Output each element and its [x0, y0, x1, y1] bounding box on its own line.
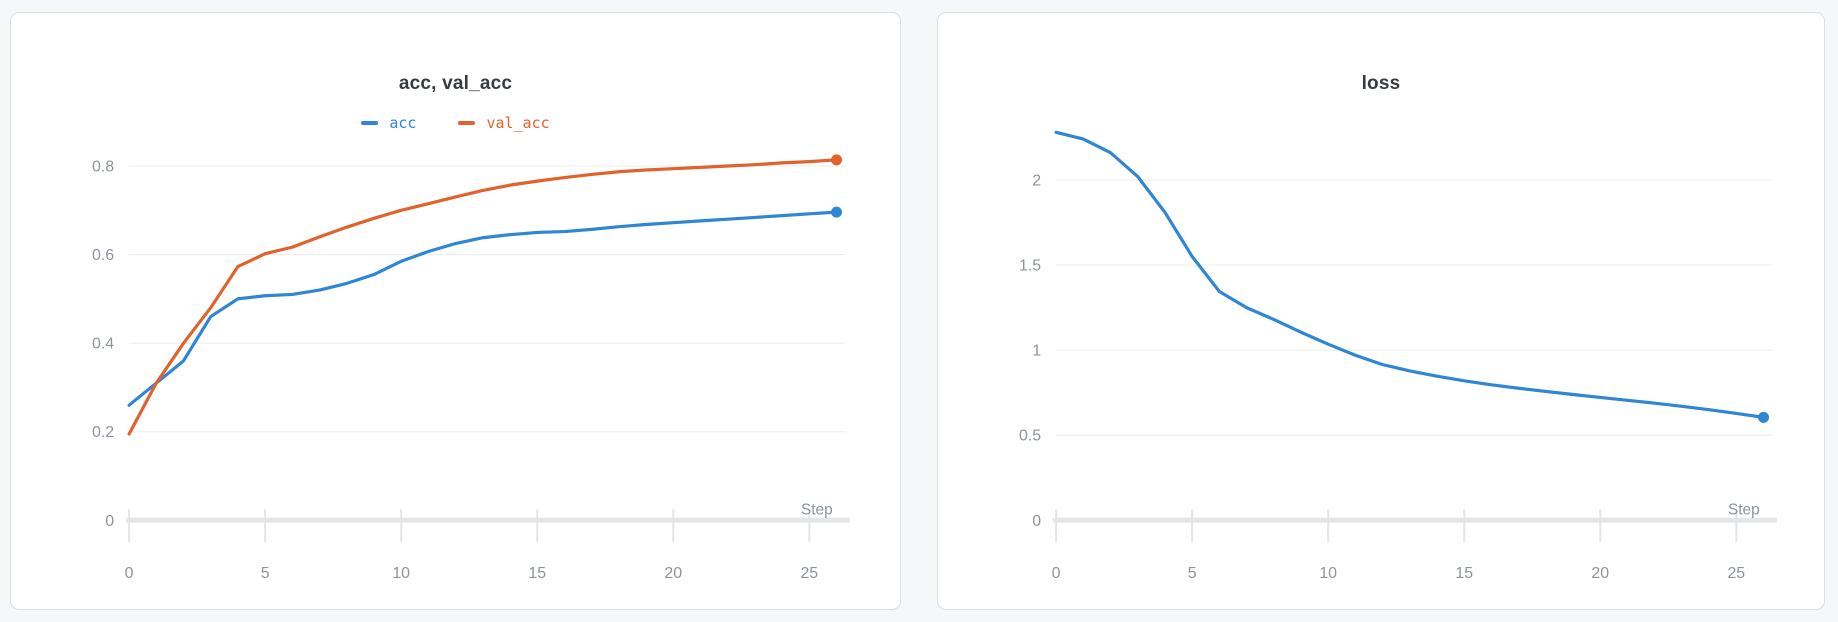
- svg-text:5: 5: [261, 565, 270, 582]
- panel-acc-val-acc[interactable]: 0 0.2 0.4 0.6 0.8 0 5 10 15 20 25 Step acc, val_acc…: [10, 12, 901, 610]
- chart-title: acc, val_acc: [398, 73, 513, 94]
- svg-text:0: 0: [105, 513, 114, 530]
- svg-text:0.2: 0.2: [92, 424, 114, 441]
- svg-text:0: 0: [1032, 513, 1041, 530]
- svg-text:0.5: 0.5: [1019, 428, 1041, 445]
- svg-text:10: 10: [392, 565, 410, 582]
- chart-title: loss: [1361, 73, 1401, 94]
- legend-label-acc: acc: [389, 114, 417, 132]
- svg-text:Step: Step: [1728, 501, 1760, 518]
- val-acc-line-swatch-icon: [458, 120, 476, 126]
- svg-text:25: 25: [800, 565, 818, 582]
- svg-text:25: 25: [1727, 565, 1745, 582]
- svg-text:0: 0: [125, 565, 134, 582]
- panel-loss[interactable]: 0 0.5 1 1.5 2 0 5 10 15 20 25 Step loss: [937, 12, 1825, 610]
- svg-text:15: 15: [1455, 565, 1473, 582]
- svg-text:0: 0: [1052, 565, 1061, 582]
- svg-text:1: 1: [1032, 343, 1041, 360]
- svg-text:20: 20: [664, 565, 682, 582]
- legend-label-val-acc: val_acc: [486, 114, 550, 132]
- svg-text:0.8: 0.8: [92, 159, 114, 176]
- svg-text:15: 15: [528, 565, 546, 582]
- svg-text:2: 2: [1032, 172, 1041, 189]
- svg-text:1.5: 1.5: [1019, 258, 1041, 275]
- svg-text:5: 5: [1188, 565, 1197, 582]
- chart-legend: acc val_acc: [11, 113, 900, 133]
- legend-item-val-acc[interactable]: val_acc: [458, 114, 550, 132]
- svg-text:Step: Step: [801, 501, 833, 518]
- acc-val-acc-chart[interactable]: 0 0.2 0.4 0.6 0.8 0 5 10 15 20 25 Step: [11, 13, 900, 609]
- svg-text:0.6: 0.6: [92, 247, 114, 264]
- svg-text:20: 20: [1591, 565, 1609, 582]
- acc-line-swatch-icon: [361, 120, 379, 126]
- svg-text:0.4: 0.4: [92, 336, 114, 353]
- legend-item-acc[interactable]: acc: [361, 114, 416, 132]
- svg-text:10: 10: [1319, 565, 1337, 582]
